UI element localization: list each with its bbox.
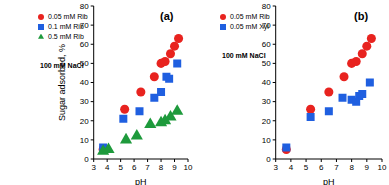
svg-text:30: 30 (80, 97, 89, 106)
svg-text:8: 8 (159, 163, 164, 172)
svg-text:40: 40 (80, 78, 89, 87)
svg-text:pH: pH (323, 177, 335, 185)
svg-text:7: 7 (334, 163, 339, 172)
svg-text:60: 60 (80, 40, 89, 49)
svg-text:30: 30 (262, 97, 271, 106)
svg-text:20: 20 (80, 117, 89, 126)
svg-text:10: 10 (80, 136, 89, 145)
svg-text:3: 3 (91, 163, 96, 172)
svg-text:Sugar adsorbed, %: Sugar adsorbed, % (57, 44, 67, 121)
svg-text:70: 70 (80, 21, 89, 30)
svg-text:7: 7 (145, 163, 150, 172)
svg-text:8: 8 (349, 163, 354, 172)
svg-text:0: 0 (84, 155, 89, 164)
svg-text:5: 5 (304, 163, 309, 172)
svg-text:80: 80 (80, 2, 89, 11)
svg-text:pH: pH (135, 177, 147, 185)
svg-text:4: 4 (289, 163, 294, 172)
svg-text:6: 6 (319, 163, 324, 172)
svg-text:3: 3 (273, 163, 278, 172)
svg-text:10: 10 (378, 163, 381, 172)
svg-text:9: 9 (365, 163, 370, 172)
svg-text:5: 5 (118, 163, 123, 172)
svg-text:80: 80 (262, 2, 271, 11)
svg-text:60: 60 (262, 40, 271, 49)
svg-text:40: 40 (262, 78, 271, 87)
svg-text:9: 9 (172, 163, 177, 172)
svg-text:50: 50 (262, 59, 271, 68)
svg-text:4: 4 (105, 163, 110, 172)
svg-text:70: 70 (262, 21, 271, 30)
svg-text:10: 10 (184, 163, 193, 172)
svg-text:10: 10 (262, 136, 271, 145)
svg-text:20: 20 (262, 117, 271, 126)
svg-text:6: 6 (132, 163, 137, 172)
svg-text:0: 0 (266, 155, 271, 164)
